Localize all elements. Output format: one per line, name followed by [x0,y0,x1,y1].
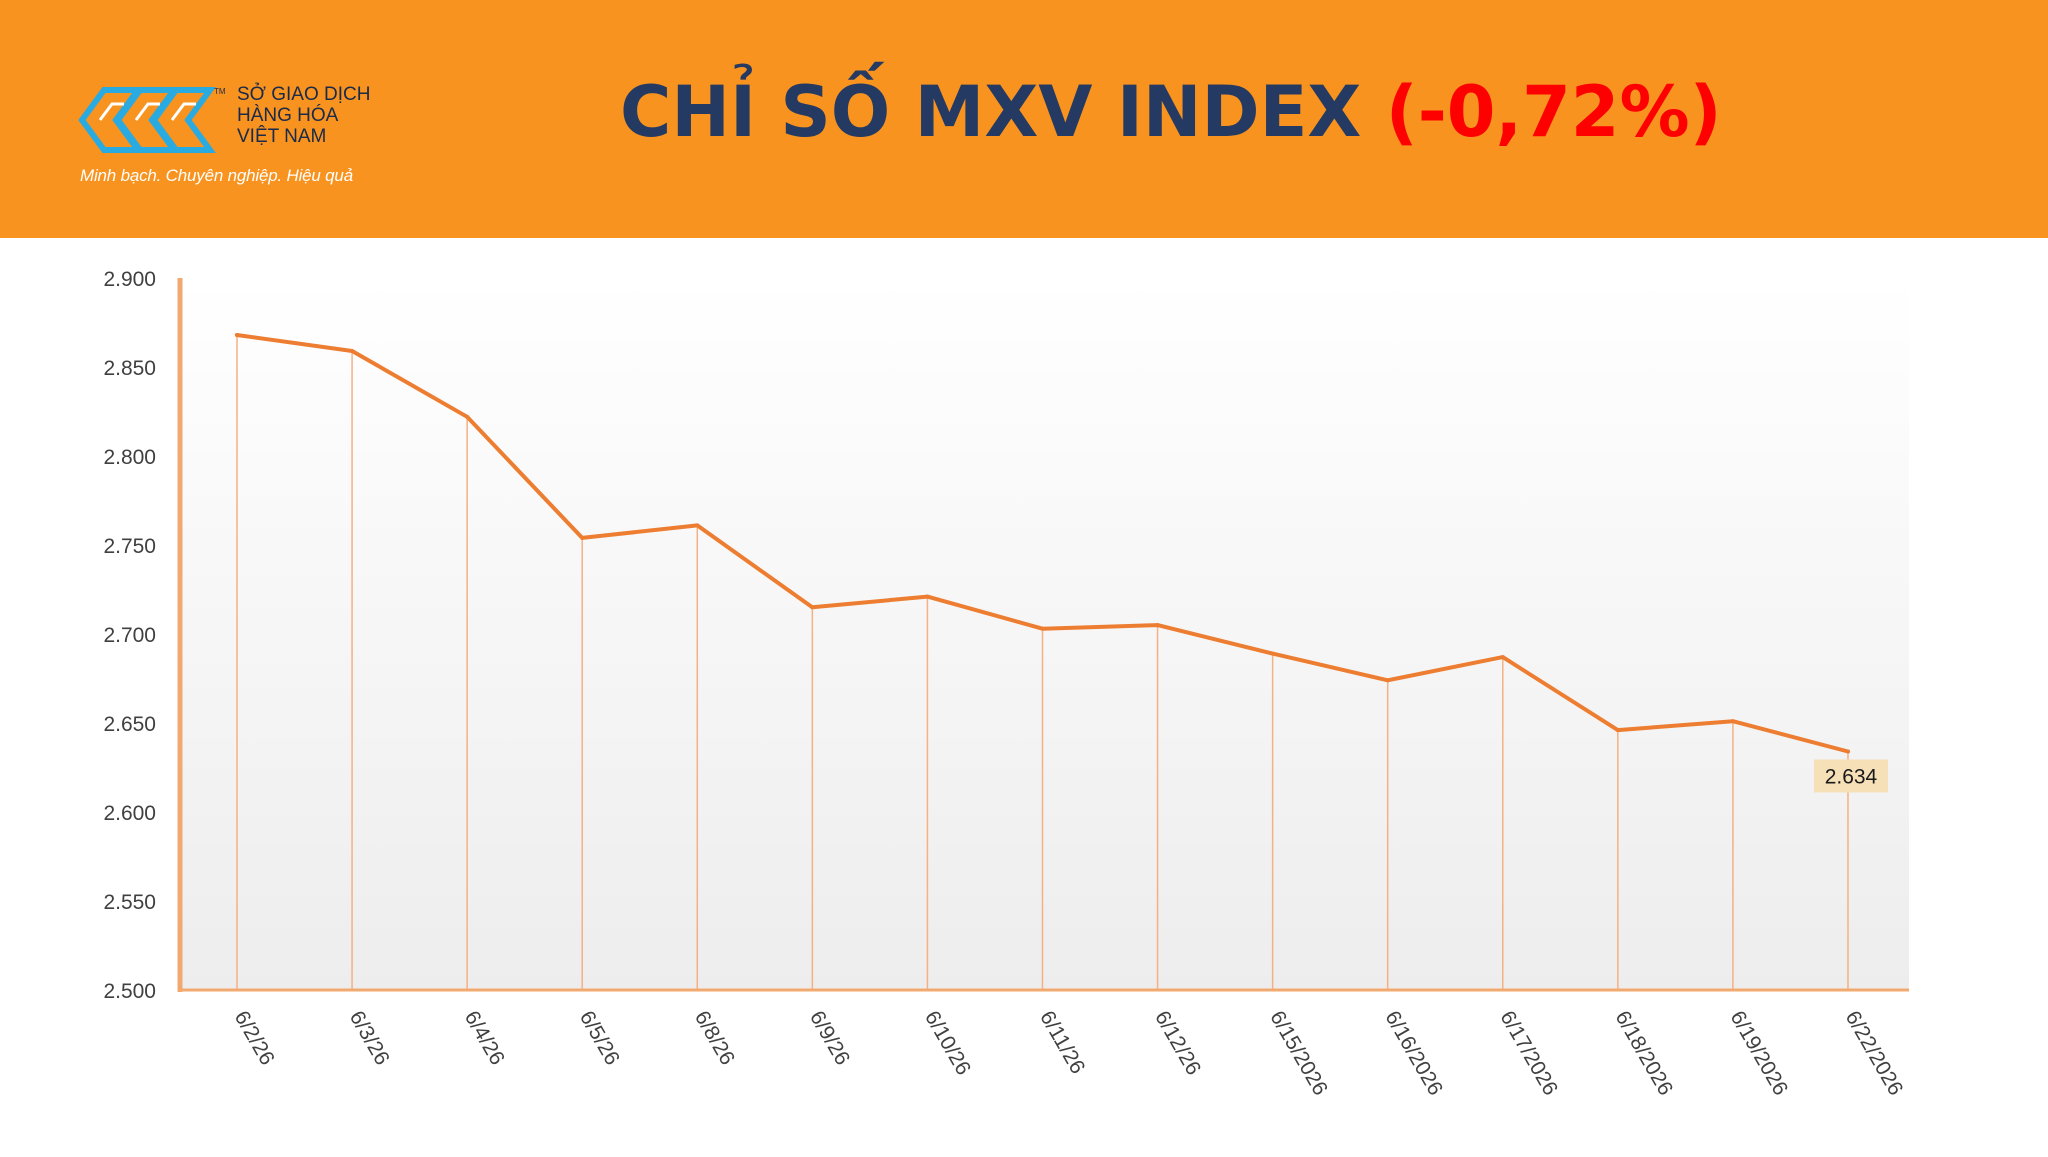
data-point [1845,749,1850,754]
line-chart: 2.500 2.550 2.600 2.650 2.700 2.750 2.800 2.850… [103,268,1909,1099]
header-banner: TM SỞ GIAO DỊCH HÀNG HÓA VIỆT NAM Minh b… [0,0,2048,238]
x-tick-label: 6/9/26 [805,1007,854,1069]
y-tick-label: 2.900 [103,268,156,291]
title-change: (-0,72%) [1385,71,1722,153]
x-tick-label: 6/22/2026 [1841,1007,1908,1099]
x-tick-label: 6/18/2026 [1611,1007,1678,1099]
data-point [1155,623,1160,628]
data-point [925,594,930,599]
data-labels: 2.634 [1813,759,1888,793]
data-point [695,523,700,528]
y-tick-label: 2.850 [103,357,156,380]
logo: TM SỞ GIAO DỊCH HÀNG HÓA VIỆT NAM Minh b… [78,78,408,188]
title-main: CHỈ SỐ MXV INDEX [620,71,1362,153]
x-tick-label: 6/19/2026 [1726,1007,1793,1099]
x-tick-label: 6/17/2026 [1495,1007,1562,1099]
data-point [810,605,815,610]
chart-area: 2.500 2.550 2.600 2.650 2.700 2.750 2.800 2.850… [0,238,2048,1152]
x-tick-label: 6/5/26 [575,1007,624,1069]
data-point [1730,719,1735,724]
x-tick-label: 6/8/26 [690,1007,739,1069]
x-axis: 6/2/26 6/3/26 6/4/26 6/5/26 6/8/26 6/9/26 6/10… [180,988,1909,1099]
logo-tagline: Minh bạch. Chuyên nghiệp. Hiệu quả [80,166,353,185]
x-tick-label: 6/2/26 [230,1007,279,1069]
data-point [580,535,585,540]
x-tick-label: 6/11/26 [1035,1007,1089,1078]
x-tick-label: 6/3/26 [345,1007,394,1069]
x-tick-label: 6/10/26 [920,1007,975,1079]
trademark-label: TM [214,87,226,96]
data-point [350,348,355,353]
x-tick-label: 6/4/26 [460,1007,509,1069]
logo-line-3: VIỆT NAM [237,126,327,147]
x-tick-label: 6/16/2026 [1380,1007,1447,1099]
page-title: CHỈ SỐ MXV INDEX (-0,72%) [620,62,1820,162]
y-tick-label: 2.550 [103,891,156,914]
data-point [465,414,470,419]
y-tick-label: 2.750 [103,535,156,558]
data-point [1500,655,1505,660]
y-tick-label: 2.700 [103,624,156,647]
drop-lines [236,334,1849,990]
logo-line-2: HÀNG HÓA [237,105,339,126]
y-tick-label: 2.600 [103,802,156,825]
y-tick-label: 2.650 [103,713,156,736]
logo-line-1: SỞ GIAO DỊCH [237,84,371,105]
data-label: 2.634 [1825,765,1878,788]
x-tick-label: 6/12/26 [1150,1007,1205,1079]
data-point [1040,626,1045,631]
data-point [1270,651,1275,656]
plot-background [181,278,1909,990]
data-point [235,332,239,337]
data-label-box [1813,759,1888,793]
mxv-logo-icon: TM [78,87,226,153]
data-point [1385,678,1390,683]
x-tick-label: 6/15/2026 [1265,1007,1332,1099]
y-tick-label: 2.800 [103,446,156,469]
series-group [235,332,1850,754]
y-tick-label: 2.500 [103,980,156,1003]
data-point [1615,728,1620,733]
logo-text: SỞ GIAO DỊCH HÀNG HÓA VIỆT NAM [237,84,370,147]
y-axis: 2.500 2.550 2.600 2.650 2.700 2.750 2.800 2.850… [103,268,183,1003]
